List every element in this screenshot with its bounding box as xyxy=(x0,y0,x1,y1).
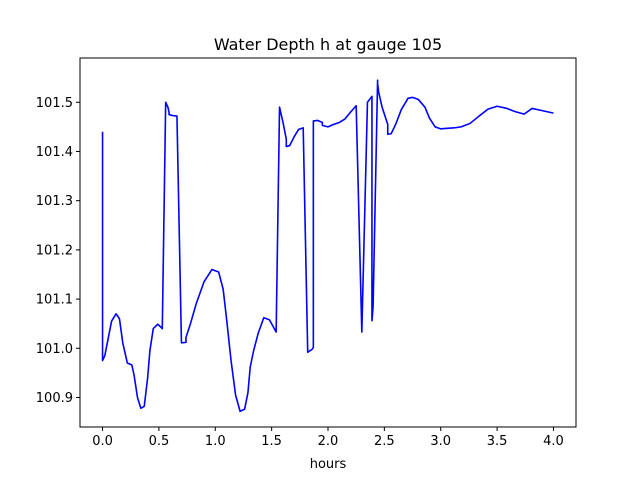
y-tick-label: 101.1 xyxy=(36,293,73,308)
plot-frame xyxy=(79,57,577,428)
y-tick-label: 101.5 xyxy=(36,96,73,111)
y-axis: 100.9 101.0 101.1 101.2 101.3 101.4 101.5 xyxy=(36,96,80,406)
x-axis: 0.0 0.5 1.0 1.5 2.0 2.5 3.0 3.5 4.0 xyxy=(92,427,564,449)
y-tick-label: 101.0 xyxy=(36,342,73,357)
x-tick-label: 1.0 xyxy=(205,434,226,449)
y-tick-label: 101.3 xyxy=(36,194,73,209)
x-tick-label: 3.0 xyxy=(430,434,451,449)
y-tick-label: 101.2 xyxy=(36,243,73,258)
x-tick-label: 0.5 xyxy=(149,434,170,449)
x-tick-label: 1.5 xyxy=(261,434,282,449)
y-tick-label: 100.9 xyxy=(36,391,73,406)
x-axis-label: hours xyxy=(310,457,347,472)
chart-title: Water Depth h at gauge 105 xyxy=(214,35,442,54)
plot-area xyxy=(79,57,577,428)
y-tick-label: 101.4 xyxy=(36,145,73,160)
x-tick-label: 3.5 xyxy=(487,434,508,449)
x-tick-label: 0.0 xyxy=(92,434,113,449)
x-tick-label: 4.0 xyxy=(543,434,564,449)
x-tick-label: 2.5 xyxy=(374,434,395,449)
x-tick-label: 2.0 xyxy=(318,434,339,449)
series-line xyxy=(101,79,554,413)
